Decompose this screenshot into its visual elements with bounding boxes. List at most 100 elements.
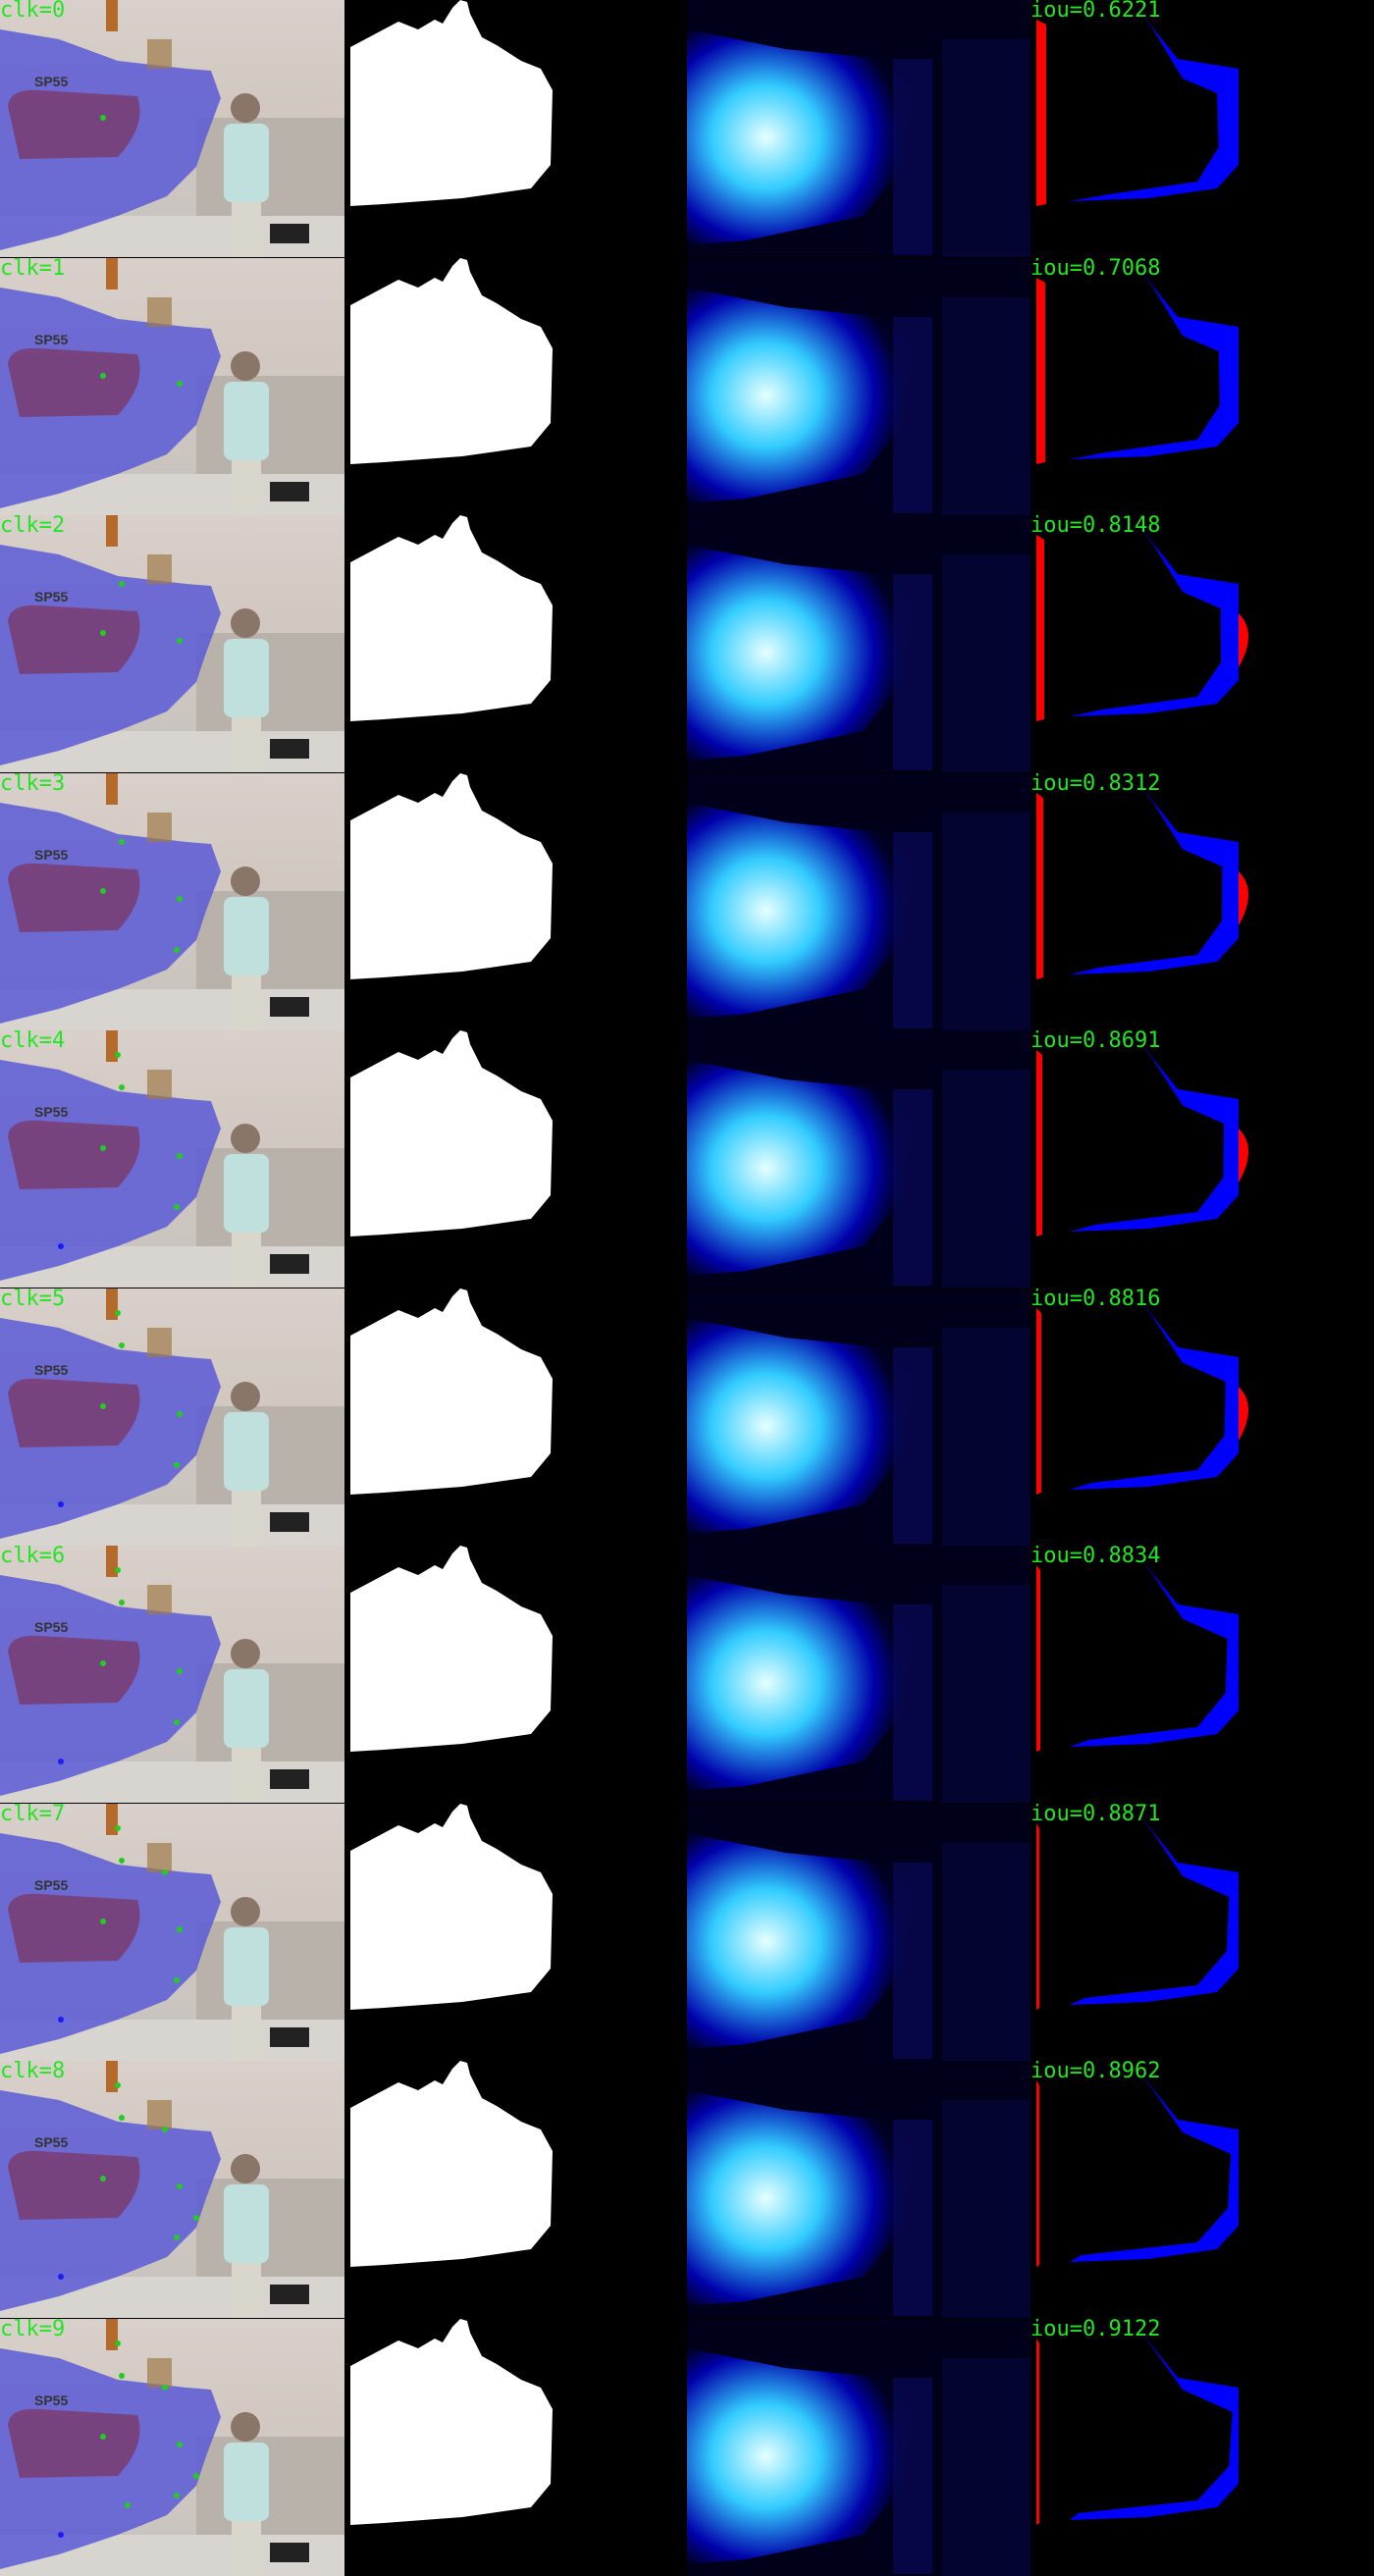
overlay-canvas: SP55: [0, 0, 344, 257]
iou-label: iou=0.8816: [1030, 1288, 1161, 1311]
input-image-with-overlay: SP55 clk=7: [0, 1803, 344, 2061]
positive-click-marker: [119, 2372, 125, 2379]
hull-text: SP55: [34, 1104, 68, 1120]
iou-label: iou=0.8148: [1030, 515, 1161, 538]
hull-text: SP55: [34, 2392, 68, 2408]
iou-label: iou=0.8691: [1030, 1030, 1161, 1053]
probability-map: [687, 1030, 1030, 1288]
false-negative-region: [1070, 2071, 1239, 2262]
result-row: SP55 clk=5 iou=0.8816: [0, 1288, 1374, 1546]
hull-text: SP55: [34, 332, 68, 347]
positive-click-marker: [177, 1925, 183, 1932]
positive-click-marker: [174, 946, 180, 953]
positive-click-marker: [119, 1084, 125, 1090]
error-map: iou=0.8834: [1030, 1546, 1374, 1803]
input-image-with-overlay: SP55 clk=3: [0, 772, 344, 1030]
overlay-canvas: SP55: [0, 1803, 344, 2061]
positive-click-marker: [119, 1857, 125, 1864]
overlay-canvas: SP55: [0, 772, 344, 1030]
negative-click-marker: [58, 1500, 64, 1507]
positive-click-marker: [100, 887, 106, 894]
positive-click-marker: [162, 1868, 168, 1875]
hull-text: SP55: [34, 2134, 68, 2150]
click-count-label: clk=6: [0, 1546, 66, 1568]
false-negative-region: [1070, 782, 1239, 974]
hull-text: SP55: [34, 589, 68, 605]
overlay-canvas: SP55: [0, 2318, 344, 2576]
error-map: iou=0.8148: [1030, 515, 1374, 772]
ground-truth-mask: [344, 0, 687, 257]
overlay-canvas: SP55: [0, 1546, 344, 1803]
result-row: SP55 clk=0 iou=0.6221: [0, 0, 1374, 257]
probability-map: [687, 515, 1030, 772]
iou-label: iou=0.6221: [1030, 0, 1161, 23]
false-negative-region: [1070, 525, 1239, 716]
person-figure: [224, 2154, 269, 2318]
positive-click-marker: [115, 1309, 121, 1316]
false-positive-region: [1036, 277, 1045, 464]
positive-click-marker: [119, 1600, 125, 1605]
positive-click-marker: [100, 630, 106, 636]
input-image-with-overlay: SP55 clk=6: [0, 1546, 344, 1803]
click-count-label: clk=5: [0, 1288, 66, 1311]
positive-click-marker: [174, 1204, 180, 1210]
iou-label: iou=0.8834: [1030, 1546, 1161, 1568]
probability-map: [687, 772, 1030, 1030]
ground-truth-mask: [344, 257, 687, 515]
error-map: iou=0.9122: [1030, 2318, 1374, 2576]
person-figure: [224, 350, 269, 515]
overlay-canvas: SP55: [0, 515, 344, 772]
false-negative-region: [1070, 1555, 1239, 1747]
hull-text: SP55: [34, 1619, 68, 1635]
false-negative-region: [1070, 267, 1239, 459]
false-positive-region: [1239, 613, 1248, 667]
negative-click-marker: [58, 2274, 64, 2280]
person-figure: [224, 1896, 269, 2061]
click-count-label: clk=8: [0, 2061, 66, 2083]
false-positive-region: [1036, 1307, 1041, 1495]
positive-click-marker: [177, 895, 183, 902]
result-row: SP55 clk=7 iou=0.8871: [0, 1803, 1374, 2061]
false-positive-region: [1036, 535, 1044, 721]
positive-click-marker: [174, 1976, 180, 1983]
false-negative-region: [1070, 1040, 1239, 1232]
error-map: iou=0.7068: [1030, 257, 1374, 515]
overlay-canvas: SP55: [0, 1288, 344, 1546]
positive-click-marker: [177, 2183, 183, 2189]
positive-click-marker: [193, 2215, 199, 2221]
false-positive-region: [1239, 1386, 1248, 1441]
input-image-with-overlay: SP55 clk=9: [0, 2318, 344, 2576]
positive-click-marker: [177, 1668, 183, 1674]
hull-text: SP55: [34, 1877, 68, 1893]
negative-click-marker: [58, 1243, 64, 1249]
error-map: iou=0.8871: [1030, 1803, 1374, 2061]
hull-text: SP55: [34, 847, 68, 863]
false-positive-region: [1036, 2080, 1039, 2267]
ground-truth-mask: [344, 2318, 687, 2576]
positive-click-marker: [115, 1567, 121, 1573]
error-map: iou=0.8312: [1030, 772, 1374, 1030]
positive-click-marker: [100, 115, 106, 121]
false-positive-region: [1036, 2338, 1039, 2525]
positive-click-marker: [100, 1402, 106, 1409]
false-negative-region: [1070, 2328, 1239, 2520]
false-positive-region: [1239, 870, 1248, 925]
positive-click-marker: [119, 581, 125, 587]
positive-click-marker: [177, 2441, 183, 2447]
negative-click-marker: [58, 2531, 64, 2538]
overlay-canvas: SP55: [0, 257, 344, 515]
click-count-label: clk=1: [0, 257, 66, 281]
positive-click-marker: [174, 1461, 180, 1468]
positive-click-marker: [100, 1660, 106, 1666]
ground-truth-mask: [344, 1803, 687, 2061]
positive-click-marker: [162, 2127, 168, 2132]
probability-map: [687, 1803, 1030, 2061]
person-figure: [224, 2411, 269, 2576]
input-image-with-overlay: SP55 clk=1: [0, 257, 344, 515]
positive-click-marker: [177, 1153, 183, 1159]
positive-click-marker: [100, 372, 106, 379]
iou-label: iou=0.8312: [1030, 772, 1161, 796]
false-positive-region: [1036, 1822, 1039, 2010]
ground-truth-mask: [344, 772, 687, 1030]
positive-click-marker: [177, 380, 183, 387]
